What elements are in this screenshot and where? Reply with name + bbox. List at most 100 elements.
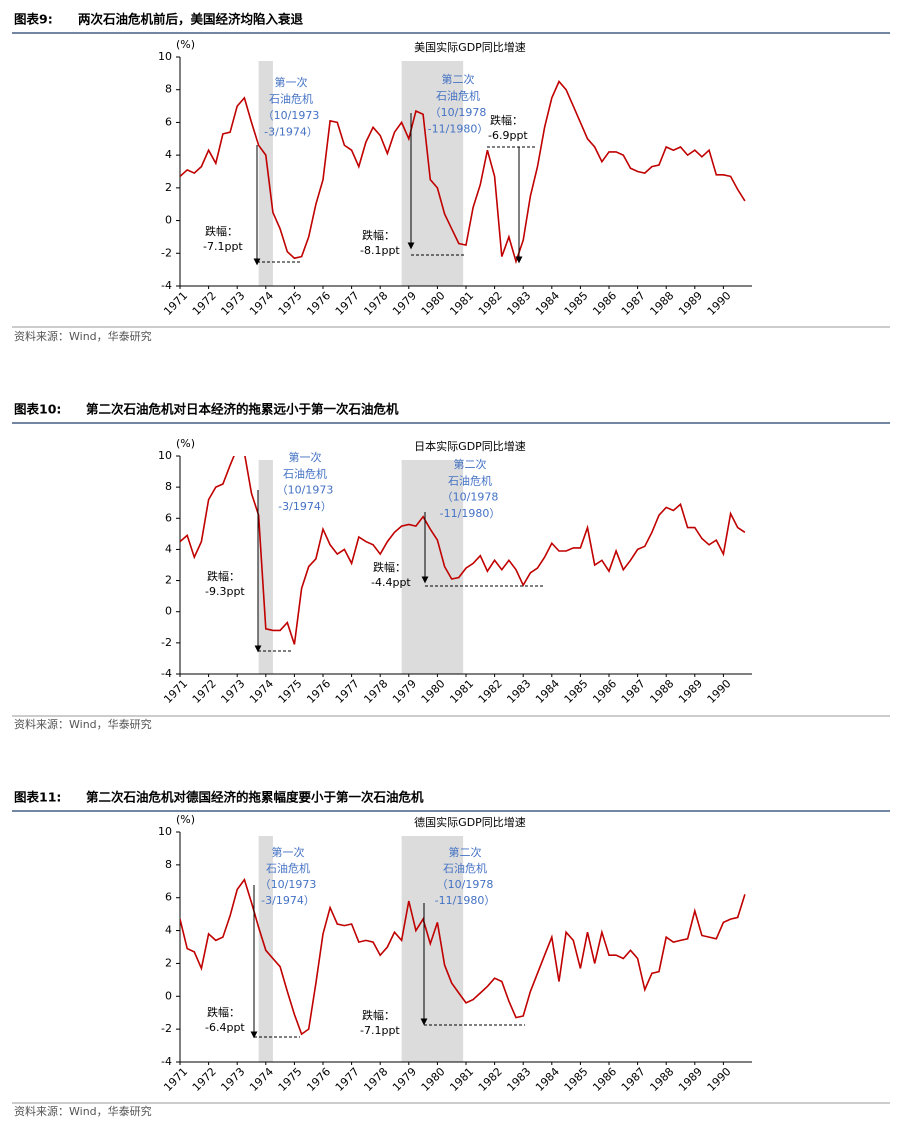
- x-tick-label: 1975: [276, 1065, 305, 1094]
- x-tick-label: 1977: [333, 289, 362, 318]
- x-tick-label: 1980: [419, 289, 448, 318]
- x-tick-label: 1977: [333, 677, 362, 706]
- data-line: [180, 456, 746, 645]
- crisis-label: -3/1974）: [264, 126, 318, 139]
- chart-title: 美国实际GDP同比增速: [414, 40, 526, 54]
- x-tick-label: 1985: [562, 1065, 591, 1094]
- crisis-label: 石油危机: [269, 92, 313, 106]
- crisis-label: 石油危机: [283, 466, 327, 480]
- y-tick-label: -4: [161, 279, 172, 292]
- shaded-period: [258, 460, 273, 674]
- x-tick-label: 1985: [562, 677, 591, 706]
- crisis-label: 石油危机: [443, 861, 487, 875]
- crisis-label: 第二次: [442, 72, 475, 86]
- x-tick-label: 1978: [361, 1065, 390, 1094]
- x-tick-label: 1977: [333, 1065, 362, 1094]
- x-tick-label: 1988: [647, 289, 676, 318]
- shaded-period: [401, 460, 464, 674]
- crisis-label: -11/1980）: [435, 894, 496, 907]
- x-tick-label: 1976: [304, 1065, 333, 1094]
- crisis-label: 第二次: [449, 845, 482, 859]
- y-tick-label: 6: [165, 891, 172, 904]
- y-tick-label: 0: [165, 214, 172, 227]
- y-tick-label: 10: [158, 50, 172, 63]
- drop-label: 跌幅：: [207, 569, 240, 583]
- shaded-period: [401, 836, 464, 1062]
- x-tick-label: 1989: [676, 677, 705, 706]
- x-tick-label: 1986: [590, 677, 619, 706]
- crisis-label: 石油危机: [436, 89, 480, 103]
- crisis-label: -3/1974）: [278, 500, 332, 513]
- y-tick-label: 6: [165, 115, 172, 128]
- y-tick-label: 0: [165, 605, 172, 618]
- x-tick-label: 1974: [247, 677, 276, 706]
- drop-label: 跌幅：: [207, 1005, 240, 1019]
- crisis-label: -3/1974）: [261, 894, 315, 907]
- x-tick-label: 1981: [447, 1065, 476, 1094]
- y-tick-label: -2: [161, 636, 172, 649]
- x-tick-label: 1988: [647, 677, 676, 706]
- figure-title: 第二次石油危机对日本经济的拖累远小于第一次石油危机: [86, 402, 399, 417]
- drop-label: 跌幅：: [205, 224, 238, 238]
- x-tick-label: 1971: [161, 677, 190, 706]
- x-tick-label: 1981: [447, 677, 476, 706]
- x-tick-label: 1979: [390, 1065, 419, 1094]
- x-tick-label: 1976: [304, 289, 333, 318]
- crisis-label: -11/1980）: [440, 507, 501, 520]
- y-tick-label: 10: [158, 449, 172, 462]
- y-tick-label: 2: [165, 574, 172, 587]
- x-tick-label: 1990: [705, 677, 734, 706]
- y-tick-label: -4: [161, 1055, 172, 1068]
- figure-title: 两次石油危机前后，美国经济均陷入衰退: [78, 12, 304, 27]
- y-tick-label: 10: [158, 825, 172, 838]
- x-tick-label: 1974: [247, 289, 276, 318]
- x-tick-label: 1975: [276, 289, 305, 318]
- x-tick-label: 1982: [476, 289, 505, 318]
- drop-value: -4.4ppt: [371, 576, 411, 589]
- y-tick-label: 6: [165, 511, 172, 524]
- drop-value: -6.9ppt: [488, 129, 528, 142]
- x-tick-label: 1989: [676, 1065, 705, 1094]
- x-tick-label: 1984: [533, 1065, 562, 1094]
- x-tick-label: 1972: [190, 677, 219, 706]
- x-tick-label: 1983: [504, 289, 533, 318]
- drop-value: -7.1ppt: [203, 240, 243, 253]
- drop-label: 跌幅：: [362, 228, 395, 242]
- y-tick-label: 4: [165, 924, 172, 937]
- y-tick-label: 4: [165, 542, 172, 555]
- chart-title: 日本实际GDP同比增速: [414, 439, 526, 453]
- x-tick-label: 1983: [504, 1065, 533, 1094]
- x-tick-label: 1974: [247, 1065, 276, 1094]
- x-tick-label: 1987: [619, 677, 648, 706]
- x-tick-label: 1990: [705, 1065, 734, 1094]
- crisis-label: 石油危机: [266, 861, 310, 875]
- chart-title: 德国实际GDP同比增速: [414, 815, 526, 829]
- x-tick-label: 1984: [533, 677, 562, 706]
- y-tick-label: -4: [161, 667, 172, 680]
- data-line: [180, 80, 746, 265]
- x-tick-label: 1987: [619, 1065, 648, 1094]
- crisis-label: （10/1973: [277, 484, 334, 497]
- y-tick-label: -2: [161, 246, 172, 259]
- y-tick-label: 0: [165, 989, 172, 1002]
- crisis-label: （10/1978: [442, 491, 499, 504]
- y-tick-label: 8: [165, 83, 172, 96]
- x-tick-label: 1982: [476, 1065, 505, 1094]
- x-tick-label: 1990: [705, 289, 734, 318]
- y-unit: (%): [176, 38, 195, 51]
- x-tick-label: 1978: [361, 289, 390, 318]
- y-tick-label: 4: [165, 148, 172, 161]
- x-tick-label: 1976: [304, 677, 333, 706]
- crisis-label: 石油危机: [448, 473, 492, 487]
- x-tick-label: 1982: [476, 677, 505, 706]
- x-tick-label: 1973: [218, 289, 247, 318]
- source-note: 资料来源：Wind，华泰研究: [14, 1104, 152, 1118]
- data-line: [180, 877, 746, 1036]
- drop-value: -9.3ppt: [205, 585, 245, 598]
- x-tick-label: 1987: [619, 289, 648, 318]
- crisis-label: 第一次: [272, 845, 305, 859]
- x-tick-label: 1972: [190, 1065, 219, 1094]
- y-tick-label: 8: [165, 858, 172, 871]
- x-tick-label: 1981: [447, 289, 476, 318]
